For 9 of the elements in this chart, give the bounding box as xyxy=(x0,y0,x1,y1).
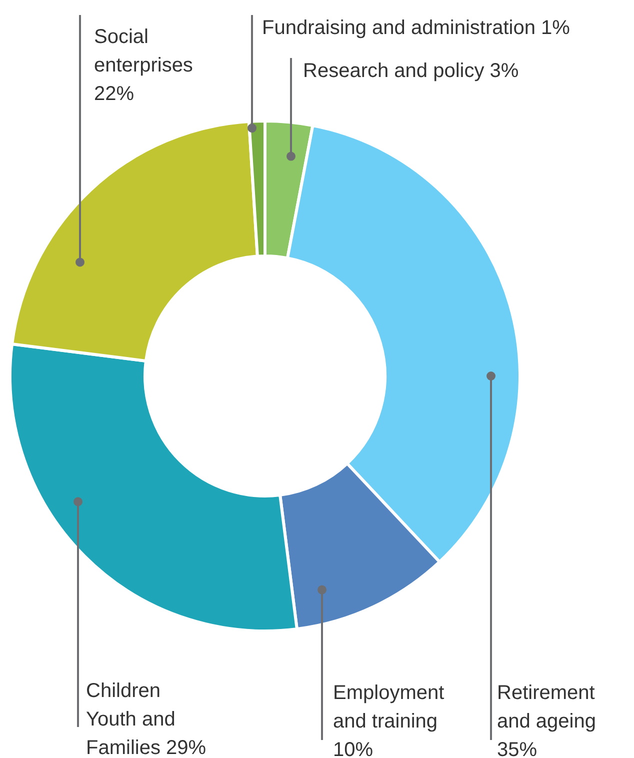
slice-label: Retirement and ageing xyxy=(497,682,596,732)
data-label: 22% xyxy=(94,83,134,105)
slice-label: Employment and training xyxy=(333,682,445,732)
slice-label: Children Youth and Families 29% xyxy=(86,680,206,758)
slice-label: Research and policy 3% xyxy=(303,60,519,82)
data-label: 35% xyxy=(497,739,538,758)
slice-label: Fundraising and administration 1% xyxy=(262,17,570,39)
slice-label: Social enterprises xyxy=(94,26,193,76)
data-label: 10% xyxy=(333,739,374,758)
